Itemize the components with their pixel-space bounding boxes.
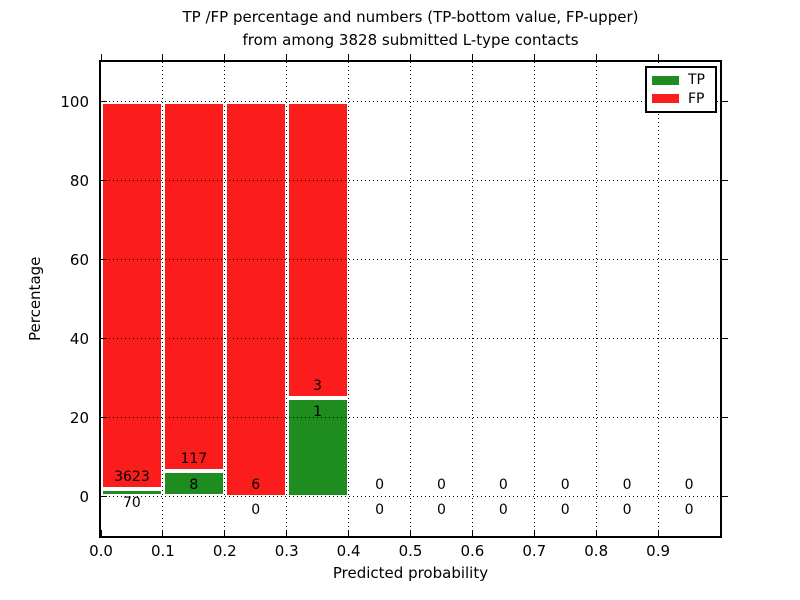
bar-count-label-tp: 0	[622, 502, 632, 519]
x-tick-mark-top	[162, 54, 164, 60]
y-tick-mark-right	[722, 101, 728, 102]
legend-row-tp: TP	[652, 72, 710, 88]
y-tick-mark-right	[722, 496, 728, 497]
bar-count-label-tp: 0	[251, 502, 261, 519]
bar-count-label-tp: 70	[123, 494, 141, 511]
legend: TP FP	[645, 66, 717, 113]
y-tick-mark	[101, 417, 107, 418]
bar-count-label-tp: 8	[189, 477, 199, 494]
bar-count-label-tp: 0	[436, 502, 446, 519]
grid-line-v	[224, 62, 226, 536]
y-tick-label: 40	[69, 329, 89, 348]
grid-line-v	[657, 62, 659, 536]
bar-segment-fp	[224, 101, 287, 497]
bar-count-label-fp: 0	[375, 476, 385, 493]
chart-title-line2: from among 3828 submitted L-type contact…	[242, 31, 579, 49]
x-tick-mark	[533, 530, 535, 536]
bar-count-label-tp: 0	[498, 502, 508, 519]
plot-area: 0.0 0.1 0.2 0.3 0.4 0.5 0.6 0.7 0.8 0.9 0 20 40 60 80 1…	[60, 54, 728, 560]
chart-title: TP /FP percentage and numbers (TP-bottom…	[99, 6, 722, 52]
grid-line-v	[471, 62, 473, 536]
grid-line-v	[595, 62, 597, 536]
bar-count-label-tp: 0	[375, 502, 385, 519]
y-tick-mark-right	[722, 417, 728, 418]
legend-label-tp: TP	[688, 72, 705, 89]
x-tick-mark	[162, 530, 164, 536]
legend-swatch-tp	[652, 75, 679, 85]
x-tick-label: 0.2	[212, 542, 237, 560]
x-tick-label: 0.7	[522, 542, 547, 560]
x-tick-mark	[224, 530, 226, 536]
y-tick-mark	[101, 496, 107, 497]
grid-line-v	[286, 62, 288, 536]
legend-row-fp: FP	[652, 91, 710, 107]
x-tick-mark-top	[657, 54, 659, 60]
bar-count-label-fp: 0	[622, 476, 632, 493]
y-tick-mark	[101, 180, 107, 181]
y-tick-label: 0	[79, 487, 89, 506]
bar-segment-fp	[286, 101, 349, 398]
y-tick-label: 80	[69, 171, 89, 190]
x-tick-mark	[657, 530, 659, 536]
y-tick-mark-right	[722, 180, 728, 181]
x-tick-label: 0.6	[460, 542, 485, 560]
y-tick-mark	[101, 338, 107, 339]
y-tick-mark-right	[722, 338, 728, 339]
x-tick-mark-top	[410, 54, 411, 60]
x-tick-mark-top	[286, 54, 288, 60]
bar-count-label-fp: 3623	[114, 469, 150, 486]
bar-count-label-fp: 117	[180, 451, 208, 468]
bar-count-label-fp: 0	[560, 476, 570, 493]
bar-count-label-fp: 0	[498, 476, 508, 493]
x-tick-mark	[471, 530, 473, 536]
y-tick-label: 100	[60, 92, 89, 111]
x-tick-mark-top	[595, 54, 597, 60]
bar-segment-tp	[162, 471, 225, 497]
x-tick-label: 0.0	[89, 542, 113, 560]
x-tick-mark-top	[348, 54, 350, 60]
grid-line-v	[533, 62, 535, 536]
legend-label-fp: FP	[688, 90, 705, 107]
bar-count-label-tp: 0	[560, 502, 570, 519]
legend-swatch-fp	[652, 94, 679, 104]
x-tick-label: 0.9	[646, 542, 671, 560]
x-tick-mark	[595, 530, 597, 536]
bar-count-label-fp: 0	[436, 476, 446, 493]
x-tick-mark-top	[224, 54, 226, 60]
bar-segment-fp	[101, 101, 163, 489]
y-tick-mark	[101, 259, 107, 260]
y-tick-label: 20	[69, 408, 89, 427]
y-tick-mark	[101, 101, 107, 102]
bar-count-label-tp: 1	[313, 403, 323, 420]
chart-title-line1: TP /FP percentage and numbers (TP-bottom…	[182, 8, 639, 26]
x-axis-label: Predicted probability	[332, 564, 489, 582]
x-tick-mark	[100, 530, 102, 536]
bar-segment-fp	[162, 101, 225, 472]
x-tick-mark	[286, 530, 288, 536]
grid-line-v	[162, 62, 164, 536]
bar-segment-tp	[101, 489, 163, 497]
bar-count-label-fp: 0	[684, 476, 694, 493]
x-tick-mark	[348, 530, 350, 536]
grid-line-v	[410, 62, 411, 536]
grid-line-v	[348, 62, 350, 536]
x-tick-label: 0.8	[584, 542, 609, 560]
x-tick-mark	[410, 530, 411, 536]
x-tick-label: 0.4	[336, 542, 361, 560]
y-tick-label: 60	[69, 250, 89, 269]
bar-count-label-fp: 6	[251, 476, 261, 493]
x-tick-mark-top	[533, 54, 535, 60]
x-tick-label: 0.5	[398, 542, 423, 560]
x-tick-mark-top	[100, 54, 102, 60]
y-tick-mark-right	[722, 259, 728, 260]
bar-segment-tp	[286, 397, 349, 497]
bar-count-label-tp: 0	[684, 502, 694, 519]
y-axis-label: Percentage	[26, 256, 44, 342]
bar-count-label-fp: 3	[313, 377, 323, 394]
x-tick-mark-top	[471, 54, 473, 60]
x-tick-label: 0.3	[274, 542, 299, 560]
x-tick-label: 0.1	[150, 542, 175, 560]
